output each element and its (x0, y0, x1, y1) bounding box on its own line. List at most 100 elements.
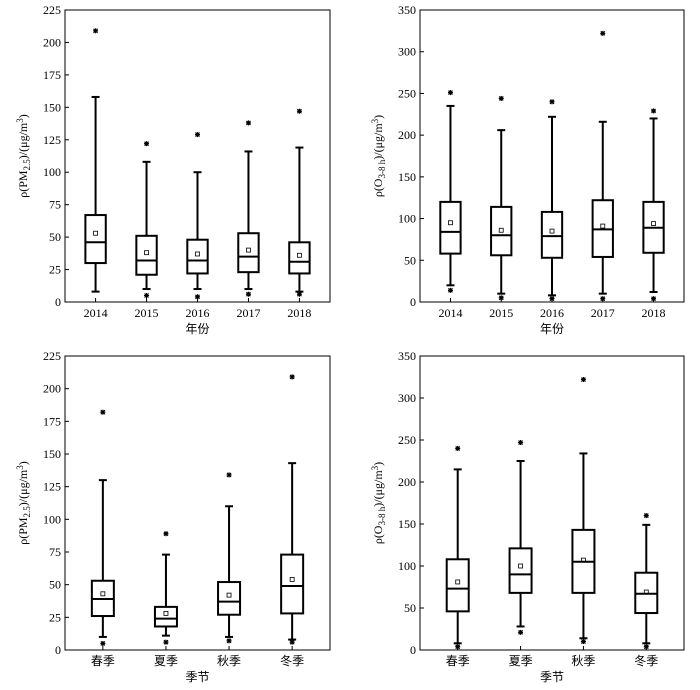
y-tick-label: 200 (398, 128, 416, 142)
y-axis-title-part: ρ(O (371, 178, 385, 197)
x-tick-label: 2015 (489, 306, 513, 320)
x-axis-title: 季节 (540, 670, 564, 684)
y-tick-label: 250 (398, 86, 416, 100)
y-tick-label: 350 (398, 349, 416, 363)
outlier-stroke (448, 287, 453, 293)
box-2018 (642, 108, 665, 302)
mean-marker (455, 579, 461, 585)
y-tick-label: 300 (398, 391, 416, 405)
mean-marker (100, 591, 106, 597)
y-axis-title-part: ρ(PM (16, 170, 30, 198)
outlier-stroke (144, 293, 149, 298)
outlier-high (580, 377, 586, 383)
mean-marker (518, 563, 523, 569)
plot-frame (419, 355, 685, 651)
y-axis-title-part: )/(μg/m (371, 123, 385, 160)
x-tick-label: 2016 (540, 306, 564, 320)
outlier-stroke (296, 108, 302, 114)
y-tick-label: 150 (398, 170, 416, 184)
y-tick-label: 0 (55, 643, 61, 657)
mean-marker (581, 557, 586, 563)
y-tick-label: 0 (410, 295, 416, 309)
box-秋季 (571, 377, 596, 645)
iqr-box (237, 232, 260, 274)
plot-frame (64, 355, 331, 651)
y-axis-title-part: ) (16, 114, 30, 118)
outlier-stroke (163, 639, 169, 645)
box-2014 (439, 90, 462, 293)
x-tick-label: 夏季 (509, 654, 533, 668)
mean-marker (93, 230, 98, 236)
mean-marker (448, 220, 453, 226)
y-tick-label: 100 (398, 559, 416, 573)
y-tick-label: 100 (43, 165, 61, 179)
iqr-box (153, 605, 178, 628)
outlier-stroke (195, 294, 200, 300)
outlier-high (144, 141, 150, 147)
box-2014 (84, 28, 107, 293)
iqr-box (217, 581, 242, 616)
outlier-high (195, 132, 200, 138)
y-tick-label: 150 (398, 517, 416, 531)
outlier-high (93, 28, 99, 34)
outlier-high (600, 30, 606, 36)
chart-panel-pm25-year: 0 25 50 75 100 125 150 175 200 225 2014 2015 2016 201… (15, 3, 331, 336)
y-tick-label: 100 (43, 512, 61, 526)
iqr-box (445, 558, 470, 613)
mean-marker (163, 611, 169, 616)
box-夏季 (508, 440, 533, 635)
outlier-stroke (581, 639, 586, 645)
y-axis-title: ρ(O3-8 h)/(μg/m3) (370, 462, 387, 544)
y-tick-label: 250 (398, 433, 416, 447)
y-tick-label: 50 (49, 230, 61, 244)
outlier-stroke (518, 440, 523, 445)
y-tick-label: 50 (49, 578, 61, 592)
y-axis-title: ρ(PM2.5)/(μg/m3) (15, 114, 32, 198)
outlier-stroke (195, 132, 200, 138)
y-tick-label: 50 (404, 253, 416, 267)
x-tick-label: 春季 (446, 654, 470, 668)
outlier-stroke (289, 639, 295, 645)
outlier-high (498, 95, 504, 101)
outlier-stroke (455, 445, 461, 451)
box-春季 (445, 445, 470, 650)
mean-marker (600, 223, 606, 229)
outlier-high (226, 472, 232, 478)
outlier-low (447, 287, 453, 293)
mean-marker (226, 592, 232, 598)
y-axis-title-part: ρ(O (371, 525, 385, 544)
y-axis-title-part: )/(μg/m (16, 122, 30, 159)
y-tick-label: 75 (49, 198, 61, 212)
outlier-high (518, 440, 524, 446)
y-tick-label: 0 (55, 295, 61, 309)
outlier-high (643, 513, 649, 519)
box-夏季 (153, 531, 178, 645)
outlier-stroke (246, 120, 251, 126)
y-axis-title-part: )/(μg/m (371, 470, 385, 507)
x-tick-label: 2017 (236, 306, 260, 320)
mean-marker (498, 227, 504, 233)
iqr-box (439, 200, 462, 255)
y-tick-label: 225 (43, 349, 61, 363)
outlier-high (289, 374, 295, 380)
y-axis-title-sup: 3 (370, 465, 380, 470)
y-tick-label: 225 (43, 3, 61, 17)
y-tick-label: 25 (49, 610, 61, 624)
outlier-low (296, 291, 302, 297)
mean-marker (144, 250, 149, 256)
outlier-low (580, 639, 586, 645)
iqr-box (84, 214, 107, 265)
mean-marker (549, 228, 555, 234)
y-tick-label: 75 (49, 545, 61, 559)
y-axis-title-sub: 3-8 h (377, 506, 387, 525)
x-axis-title: 年份 (540, 322, 564, 336)
mean-marker (651, 221, 656, 226)
iqr-box (540, 210, 564, 259)
x-tick-label: 春季 (91, 654, 115, 668)
outlier-stroke (498, 96, 504, 101)
x-tick-label: 2014 (84, 306, 108, 320)
x-tick-label: 2015 (135, 306, 159, 320)
outlier-stroke (296, 291, 302, 297)
iqr-box (508, 547, 533, 594)
